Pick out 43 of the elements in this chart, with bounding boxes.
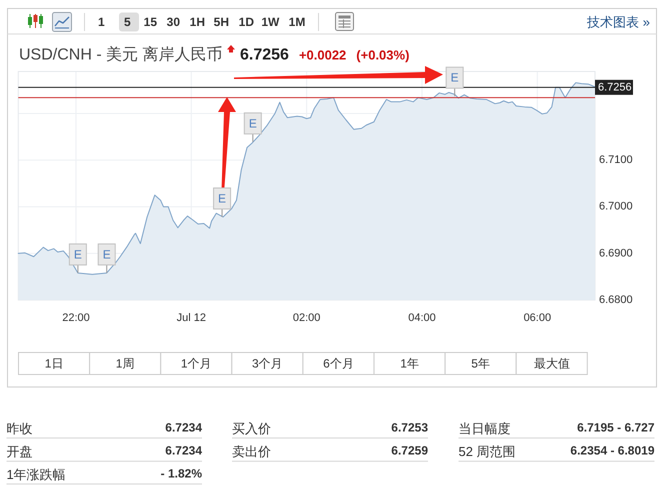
- text: 6.7253: [391, 420, 428, 434]
- y-tick-label: 6.6900: [599, 247, 633, 260]
- text: 6个月: [323, 356, 354, 370]
- text: 卖出价: [232, 444, 271, 459]
- text: 1个月: [180, 356, 212, 370]
- ref-line-label: 6.7256: [598, 81, 632, 94]
- text: 6.7259: [391, 444, 428, 458]
- text: 昨收: [6, 420, 32, 436]
- text: 1年涨跌幅: [6, 466, 66, 482]
- x-tick-label: 04:00: [408, 312, 436, 324]
- text: 3个月: [252, 356, 283, 370]
- text: 6.7234: [165, 420, 202, 434]
- x-tick-label: 22:00: [62, 312, 90, 324]
- y-tick-label: 6.7100: [599, 154, 633, 166]
- text: 1年: [400, 356, 419, 370]
- text: 6.2354 - 6.8019: [570, 444, 655, 458]
- x-tick-label: 06:00: [524, 312, 552, 324]
- annotation: E: [248, 116, 257, 130]
- text: 1周: [116, 356, 134, 370]
- annotation: E: [450, 70, 459, 85]
- x-tick-label: Jul 12: [176, 312, 206, 324]
- text: 52 周范围: [458, 444, 516, 459]
- x-tick-label: 02:00: [292, 312, 320, 324]
- annotation: E: [102, 247, 111, 262]
- text: 开盘: [6, 444, 32, 459]
- text: 6.7256: [240, 46, 290, 64]
- annotation: E: [218, 191, 226, 206]
- annotation: E: [74, 247, 82, 262]
- text: 买入价: [232, 420, 271, 436]
- text: 1日: [44, 356, 64, 370]
- text: 6.7195 - 6.727: [577, 420, 655, 434]
- text: 当日幅度: [458, 420, 510, 436]
- text: - 1.82%: [160, 466, 202, 480]
- y-tick-label: 6.6800: [599, 294, 633, 306]
- text: 5年: [471, 356, 490, 370]
- text: +0.0022: [298, 48, 346, 62]
- y-tick-label: 6.7000: [599, 200, 633, 213]
- chart-title: USD/CNH - 美元 离岸人民币: [19, 46, 223, 64]
- text: 最大值: [534, 356, 570, 370]
- text: 6.7234: [165, 444, 202, 458]
- text: 技术图表 »: [586, 14, 650, 30]
- text: (+0.03%): [356, 48, 410, 62]
- text: 1 5 15 30 1H 5H 1D 1W 1M: [98, 15, 306, 29]
